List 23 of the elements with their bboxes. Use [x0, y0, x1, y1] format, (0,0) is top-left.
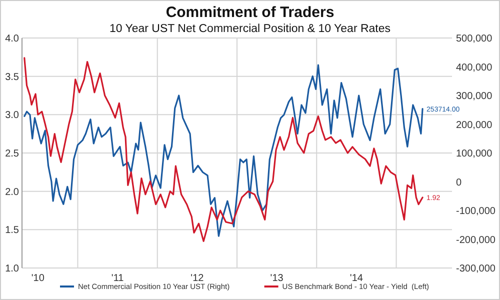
y-tick-label: 3.0 — [5, 110, 20, 122]
y-tick-label: 1.5 — [5, 225, 20, 236]
x-tick-label: '10 — [31, 273, 45, 284]
x-tick-label: '12 — [190, 273, 204, 284]
y2-tick-label: 0 — [456, 177, 462, 188]
y2-tick-label: -300,000 — [456, 264, 496, 274]
y-tick-label: 3.5 — [5, 72, 20, 83]
y-tick-label: 1.0 — [5, 264, 20, 274]
x-tick-label: '11 — [111, 273, 124, 284]
y2-tick-label: 400,000 — [456, 62, 493, 74]
y-tick-label: 2.5 — [5, 148, 20, 160]
y-tick-label: 4.0 — [5, 34, 20, 44]
y2-tick-label: 500,000 — [456, 34, 493, 44]
y2-tick-label: -200,000 — [456, 234, 496, 246]
x-tick-label: '14 — [350, 273, 364, 284]
y2-tick-label: 100,000 — [456, 148, 493, 160]
chart-title: Commitment of Traders — [166, 4, 334, 21]
chart-subtitle: 10 Year UST Net Commercial Position & 10 Year Rates — [109, 23, 391, 35]
y2-tick-label: 300,000 — [456, 91, 493, 102]
y2-tick-label: -100,000 — [456, 206, 496, 217]
x-tick-label: '13 — [270, 273, 284, 284]
y2-tick-label: 200,000 — [456, 120, 493, 131]
y-tick-label: 2.0 — [5, 186, 20, 198]
